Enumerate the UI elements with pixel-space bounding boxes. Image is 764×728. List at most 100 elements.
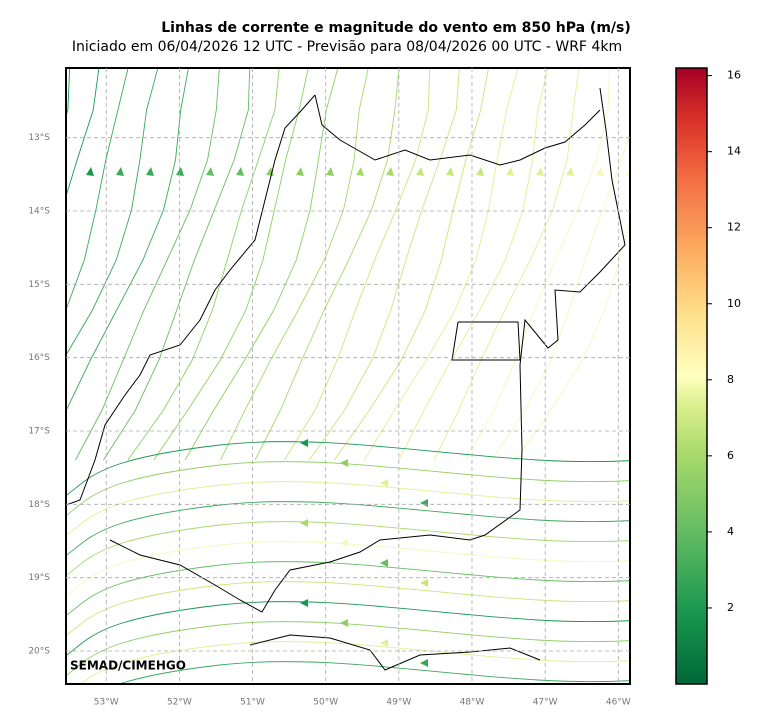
x-tick-label: 47°W bbox=[533, 698, 558, 708]
y-tick-label: 18°S bbox=[28, 500, 50, 510]
subtitle: Iniciado em 06/04/2026 12 UTC - Previsão… bbox=[72, 39, 622, 55]
arrow bbox=[446, 167, 454, 176]
streamline bbox=[66, 68, 100, 198]
arrow bbox=[176, 167, 184, 176]
arrow bbox=[386, 167, 394, 176]
state-border bbox=[249, 634, 541, 671]
colorbar-tick-label: 16 bbox=[727, 69, 741, 82]
streamline bbox=[220, 68, 369, 461]
map-area bbox=[0, 60, 664, 684]
colorbar-tick-label: 2 bbox=[727, 601, 734, 614]
arrow bbox=[420, 499, 428, 507]
x-tick-label: 50°W bbox=[313, 698, 338, 708]
x-tick-label: 52°W bbox=[167, 698, 192, 708]
colorbar-tick-label: 10 bbox=[727, 297, 741, 310]
streamline bbox=[515, 216, 630, 461]
streamline bbox=[66, 441, 630, 497]
arrow bbox=[340, 459, 348, 467]
arrow bbox=[340, 619, 348, 627]
arrow bbox=[596, 167, 604, 176]
streamline bbox=[254, 68, 400, 461]
streamline bbox=[334, 68, 489, 461]
arrow bbox=[86, 167, 94, 176]
streamline bbox=[103, 68, 251, 461]
streamline bbox=[66, 68, 189, 412]
streamline bbox=[66, 481, 630, 537]
title: Linhas de corrente e magnitude do vento … bbox=[161, 20, 631, 36]
arrow bbox=[300, 439, 308, 447]
x-tick-label: 46°W bbox=[606, 698, 631, 708]
arrow bbox=[476, 167, 484, 176]
arrow bbox=[296, 167, 304, 176]
streamline bbox=[66, 601, 630, 657]
y-tick-label: 13°S bbox=[28, 133, 50, 143]
colorbar-tick-label: 14 bbox=[727, 145, 741, 158]
streamline bbox=[127, 68, 280, 461]
streamline bbox=[433, 68, 580, 461]
arrow bbox=[340, 539, 348, 547]
colorbar-tick-label: 12 bbox=[727, 221, 741, 234]
streamline bbox=[284, 68, 431, 461]
streamline bbox=[66, 68, 159, 356]
streamline bbox=[363, 68, 519, 461]
streamline bbox=[153, 68, 309, 461]
arrow bbox=[26, 167, 34, 176]
streamline bbox=[66, 68, 71, 118]
arrow bbox=[380, 639, 388, 647]
x-tick-label: 48°W bbox=[460, 698, 485, 708]
y-tick-label: 16°S bbox=[28, 353, 50, 363]
streamline bbox=[118, 661, 630, 684]
arrow bbox=[146, 167, 154, 176]
x-tick-label: 53°W bbox=[94, 698, 119, 708]
state-border bbox=[109, 87, 626, 613]
boundaries bbox=[66, 87, 626, 671]
streamline bbox=[66, 561, 630, 617]
state-border bbox=[314, 94, 601, 166]
colorbar-tick-label: 8 bbox=[727, 373, 734, 386]
streamline bbox=[66, 541, 630, 597]
arrow bbox=[300, 519, 308, 527]
arrow bbox=[116, 167, 124, 176]
arrow bbox=[536, 167, 544, 176]
y-tick-label: 15°S bbox=[28, 280, 50, 290]
arrow bbox=[380, 559, 388, 567]
y-tick-label: 20°S bbox=[28, 647, 50, 657]
streamline bbox=[0, 60, 40, 460]
arrow bbox=[236, 167, 244, 176]
arrow bbox=[326, 167, 334, 176]
streamline bbox=[75, 68, 220, 461]
streamline bbox=[464, 68, 611, 461]
y-tick-label: 17°S bbox=[28, 427, 50, 437]
y-tick-label: 19°S bbox=[28, 573, 50, 583]
arrow bbox=[206, 167, 214, 176]
colorbar-tick-label: 4 bbox=[727, 525, 734, 538]
arrow bbox=[420, 579, 428, 587]
colorbar bbox=[675, 67, 708, 685]
streamline bbox=[398, 68, 549, 461]
streamline bbox=[66, 621, 630, 677]
streamline bbox=[309, 68, 460, 461]
arrow bbox=[566, 167, 574, 176]
arrow bbox=[416, 167, 424, 176]
arrow bbox=[420, 659, 428, 667]
streamline bbox=[66, 501, 630, 557]
arrow bbox=[56, 167, 64, 176]
arrow bbox=[506, 167, 514, 176]
x-tick-label: 51°W bbox=[240, 698, 265, 708]
arrow bbox=[656, 167, 664, 176]
arrow bbox=[300, 599, 308, 607]
streamline bbox=[66, 461, 630, 517]
colorbar-tick-label: 6 bbox=[727, 449, 734, 462]
x-tick-label: 49°W bbox=[386, 698, 411, 708]
y-tick-label: 14°S bbox=[28, 207, 50, 217]
arrow bbox=[380, 479, 388, 487]
streamline bbox=[490, 131, 630, 461]
streamline bbox=[66, 581, 630, 637]
streamline bbox=[66, 68, 129, 311]
district-border bbox=[451, 321, 521, 361]
streamline bbox=[80, 641, 630, 684]
map-frame bbox=[65, 67, 631, 685]
credit: SEMAD/CIMEHGO bbox=[70, 659, 186, 673]
streamline bbox=[66, 521, 630, 577]
